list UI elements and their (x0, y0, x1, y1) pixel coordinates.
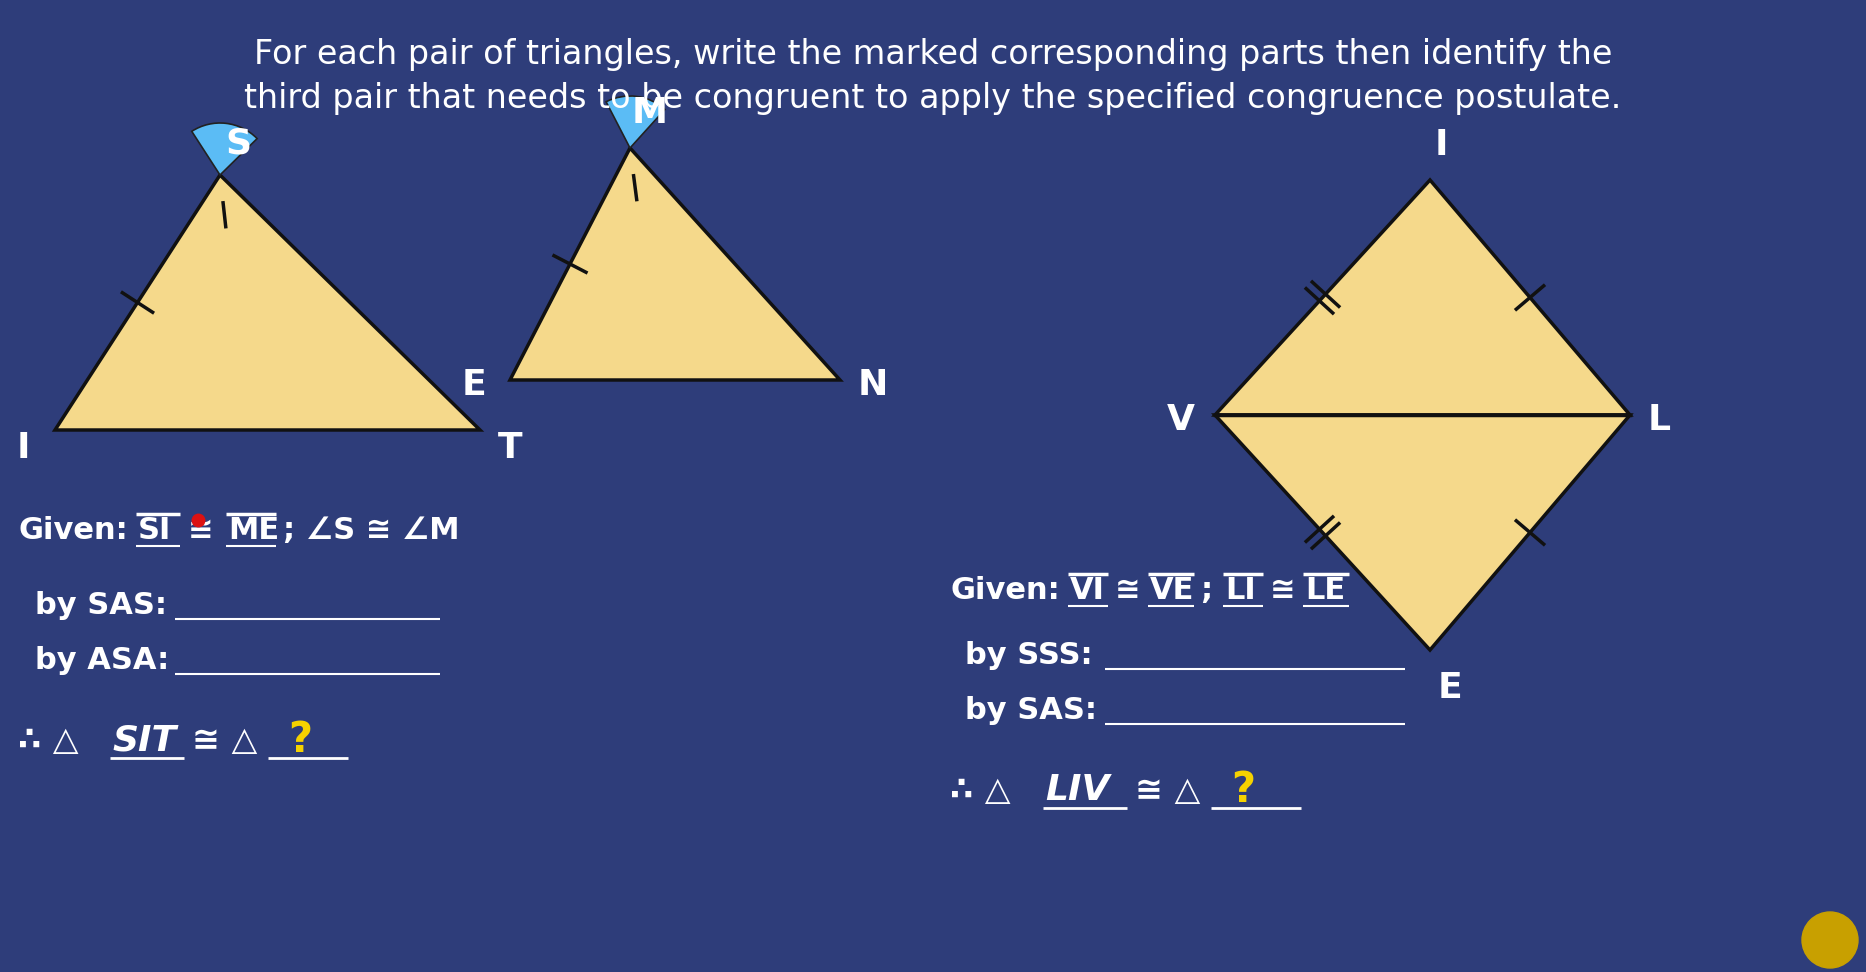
Circle shape (1803, 912, 1859, 968)
Polygon shape (1215, 415, 1631, 650)
Wedge shape (192, 123, 258, 175)
Wedge shape (606, 96, 664, 148)
Text: ?: ? (287, 719, 312, 761)
Text: ?: ? (1232, 769, 1256, 811)
Text: S: S (226, 126, 252, 160)
Text: T: T (498, 431, 522, 465)
Text: I: I (1435, 128, 1448, 162)
Polygon shape (54, 175, 480, 430)
Text: SIT: SIT (112, 723, 175, 757)
Text: ≅ △: ≅ △ (192, 723, 258, 756)
Text: SI: SI (138, 515, 172, 544)
Text: ∴ △: ∴ △ (19, 723, 78, 756)
Polygon shape (509, 148, 840, 380)
Text: third pair that needs to be congruent to apply the specified congruence postulat: third pair that needs to be congruent to… (244, 82, 1622, 115)
Text: by SAS:: by SAS: (965, 696, 1097, 724)
Text: LIV: LIV (1045, 773, 1110, 807)
Text: E: E (1439, 671, 1463, 705)
Text: N: N (858, 368, 888, 402)
Text: I: I (17, 431, 30, 465)
Text: L: L (1648, 403, 1670, 437)
Text: VI: VI (1069, 575, 1105, 605)
Text: ;: ; (1200, 575, 1213, 605)
Text: LE: LE (1304, 575, 1345, 605)
Text: ≅: ≅ (1271, 575, 1295, 605)
Text: ≅: ≅ (188, 515, 213, 544)
Text: M: M (633, 96, 668, 130)
Text: LI: LI (1224, 575, 1256, 605)
Text: ≅: ≅ (1116, 575, 1140, 605)
Text: V: V (1166, 403, 1194, 437)
Text: ME: ME (228, 515, 280, 544)
Text: ; ∠S ≅ ∠M: ; ∠S ≅ ∠M (284, 515, 459, 544)
Text: VE: VE (1149, 575, 1194, 605)
Text: by ASA:: by ASA: (35, 645, 170, 675)
Text: by SSS:: by SSS: (965, 641, 1093, 670)
Polygon shape (1215, 180, 1631, 415)
Text: ≅ △: ≅ △ (1135, 774, 1200, 807)
Text: Given:: Given: (950, 575, 1060, 605)
Text: For each pair of triangles, write the marked corresponding parts then identify t: For each pair of triangles, write the ma… (254, 38, 1612, 71)
Text: E: E (463, 368, 487, 402)
Text: by SAS:: by SAS: (35, 591, 166, 619)
Text: ∴ △: ∴ △ (950, 774, 1011, 807)
Text: Given:: Given: (19, 515, 127, 544)
